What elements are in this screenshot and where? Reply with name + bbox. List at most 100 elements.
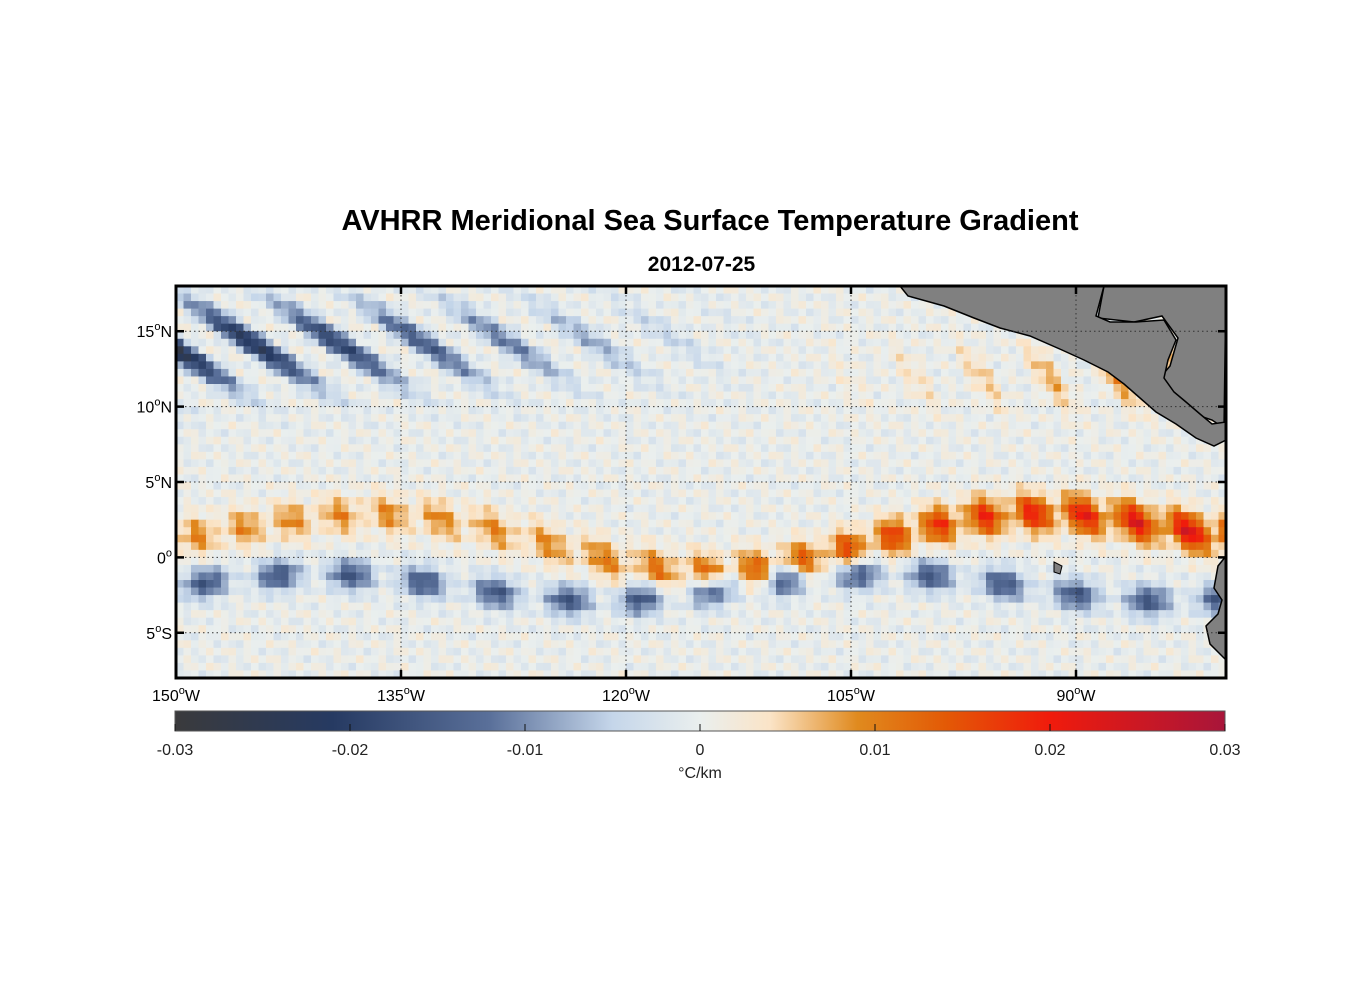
field-cell <box>521 466 530 476</box>
field-cell <box>783 549 792 558</box>
field-cell <box>453 361 462 370</box>
field-cell <box>1031 421 1040 430</box>
field-cell <box>1053 489 1062 498</box>
field-cell <box>918 323 927 332</box>
field-cell <box>573 542 582 551</box>
field-cell <box>303 353 312 362</box>
field-cell <box>1061 436 1070 445</box>
field-cell <box>618 482 627 491</box>
field-cell <box>903 474 912 483</box>
field-cell <box>678 459 687 468</box>
field-cell <box>1016 451 1025 460</box>
field-cell <box>731 512 740 521</box>
field-cell <box>611 527 620 536</box>
field-cell <box>348 399 357 408</box>
field-cell <box>558 384 567 393</box>
field-cell <box>813 406 822 415</box>
field-cell <box>1098 459 1107 468</box>
field-cell <box>468 308 477 317</box>
field-cell <box>243 451 252 460</box>
field-cell <box>1046 466 1055 476</box>
field-cell <box>791 436 800 445</box>
field-cell <box>881 286 890 295</box>
field-cell <box>581 353 590 362</box>
field-cell <box>723 384 732 393</box>
field-cell <box>776 286 785 295</box>
field-cell <box>1143 497 1152 506</box>
field-cell <box>213 497 222 506</box>
field-cell <box>341 286 350 295</box>
field-cell <box>228 519 237 528</box>
field-cell <box>416 421 425 430</box>
field-cell <box>903 316 912 325</box>
field-cell <box>401 444 410 453</box>
field-cell <box>1098 519 1107 528</box>
field-cell <box>731 459 740 468</box>
field-cell <box>558 301 567 310</box>
field-cell <box>746 512 755 521</box>
field-cell <box>558 421 567 430</box>
field-cell <box>423 512 432 521</box>
field-cell <box>551 361 560 370</box>
field-cell <box>671 527 680 536</box>
field-cell <box>731 429 740 438</box>
field-cell <box>1203 482 1212 491</box>
field-cell <box>836 331 845 340</box>
field-cell <box>408 399 417 408</box>
field-cell <box>866 542 875 551</box>
field-cell <box>866 444 875 453</box>
field-cell <box>971 316 980 325</box>
field-cell <box>1151 534 1160 543</box>
field-cell <box>866 391 875 400</box>
field-cell <box>753 542 762 551</box>
field-cell <box>671 368 680 378</box>
field-cell <box>266 534 275 543</box>
field-cell <box>1136 527 1145 536</box>
field-cell <box>948 323 957 332</box>
field-cell <box>198 308 207 317</box>
field-cell <box>1053 368 1062 378</box>
field-cell <box>588 308 597 317</box>
field-cell <box>858 384 867 393</box>
field-cell <box>176 338 185 347</box>
field-cell <box>228 542 237 551</box>
field-cell <box>693 301 702 310</box>
field-cell <box>378 353 387 362</box>
field-cell <box>1151 512 1160 521</box>
field-cell <box>498 444 507 453</box>
field-cell <box>851 527 860 536</box>
field-cell <box>821 482 830 491</box>
field-cell <box>213 368 222 378</box>
field-cell <box>1098 406 1107 415</box>
field-cell <box>573 429 582 438</box>
field-cell <box>873 512 882 521</box>
field-cell <box>626 399 635 408</box>
field-cell <box>843 414 852 423</box>
field-cell <box>783 293 792 302</box>
field-cell <box>993 331 1002 340</box>
field-cell <box>401 316 410 325</box>
field-cell <box>918 368 927 378</box>
field-cell <box>1188 542 1197 551</box>
field-cell <box>588 376 597 385</box>
field-cell <box>1023 519 1032 528</box>
field-cell <box>963 361 972 370</box>
field-cell <box>401 519 410 528</box>
field-cell <box>386 497 395 506</box>
field-cell <box>333 316 342 325</box>
field-cell <box>348 459 357 468</box>
field-cell <box>468 534 477 543</box>
field-cell <box>1113 534 1122 543</box>
field-cell <box>821 519 830 528</box>
field-cell <box>431 361 440 370</box>
field-cell <box>1001 451 1010 460</box>
field-cell <box>296 534 305 543</box>
field-cell <box>371 308 380 317</box>
field-cell <box>926 512 935 521</box>
field-cell <box>746 444 755 453</box>
field-cell <box>896 421 905 430</box>
field-cell <box>866 504 875 513</box>
field-cell <box>446 293 455 302</box>
field-cell <box>183 451 192 460</box>
field-cell <box>813 542 822 551</box>
